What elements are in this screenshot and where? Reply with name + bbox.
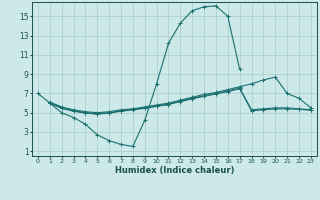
X-axis label: Humidex (Indice chaleur): Humidex (Indice chaleur) [115,166,234,175]
